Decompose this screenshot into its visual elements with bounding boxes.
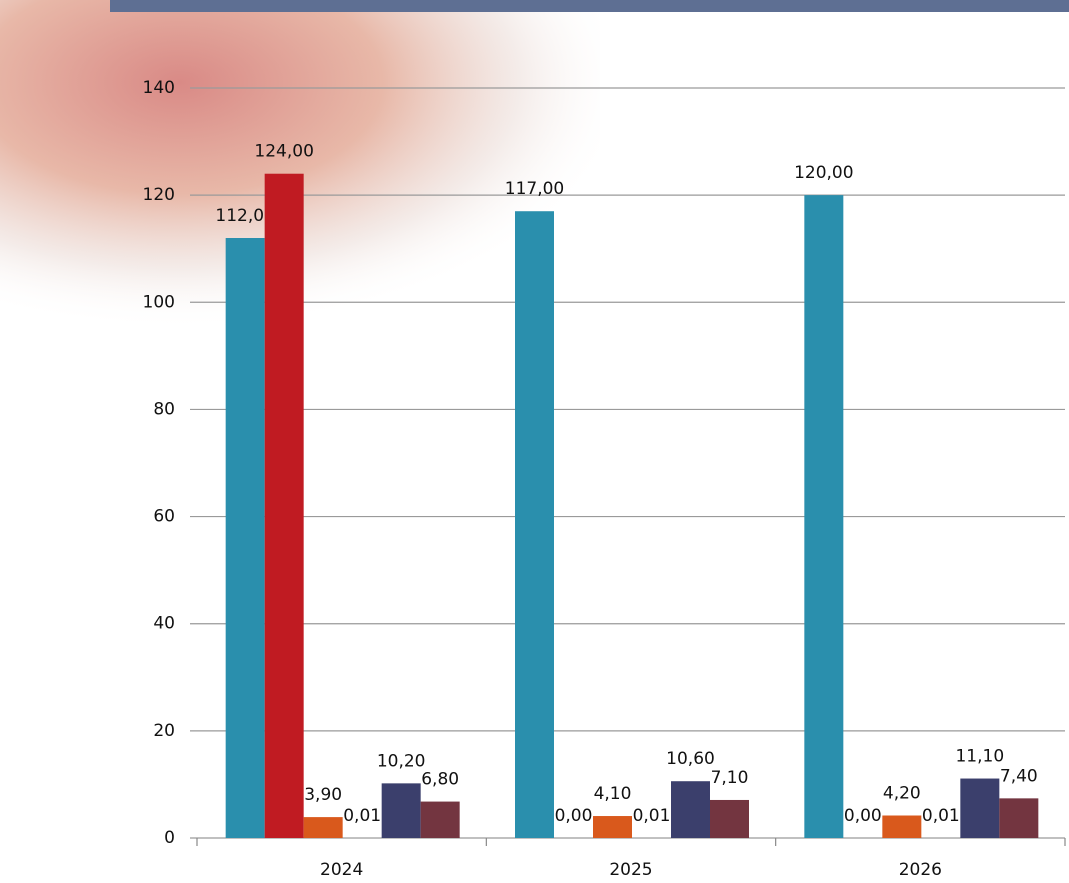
data-label: 0,01	[343, 806, 381, 826]
bar	[804, 195, 843, 838]
data-label: 0,00	[844, 806, 882, 826]
bar	[515, 211, 554, 838]
chart: 0204060801001201402024112,00124,003,900,…	[0, 0, 1069, 879]
bar	[960, 779, 999, 838]
y-tick-label: 140	[143, 78, 175, 98]
y-tick-label: 120	[143, 185, 175, 205]
data-label: 10,20	[377, 751, 426, 771]
bar	[304, 817, 343, 838]
data-label: 3,90	[304, 785, 342, 805]
data-label: 117,00	[505, 179, 564, 199]
data-label: 120,00	[794, 163, 853, 183]
y-tick-label: 20	[153, 721, 175, 741]
data-label: 7,40	[1000, 766, 1038, 786]
x-tick-label: 2024	[320, 860, 363, 879]
data-label: 0,00	[555, 806, 593, 826]
bar	[882, 816, 921, 839]
bar	[999, 798, 1038, 838]
data-label: 4,20	[883, 784, 921, 804]
header-strip	[110, 0, 1069, 12]
bar	[421, 802, 460, 838]
x-tick-label: 2025	[609, 860, 652, 879]
data-label: 4,10	[594, 784, 632, 804]
data-label: 0,01	[922, 806, 960, 826]
data-label: 7,10	[711, 768, 749, 788]
data-label: 11,10	[955, 747, 1004, 767]
y-tick-label: 40	[153, 614, 175, 634]
bar	[265, 174, 304, 838]
data-label: 10,60	[666, 749, 715, 769]
data-label: 6,80	[421, 770, 459, 790]
x-tick-label: 2026	[899, 860, 942, 879]
y-tick-label: 0	[164, 828, 175, 848]
data-label: 0,01	[633, 806, 671, 826]
bar	[593, 816, 632, 838]
page: {"chart_data": {"type": "bar", "categori…	[0, 0, 1069, 883]
y-tick-label: 100	[143, 292, 175, 312]
y-tick-label: 60	[153, 507, 175, 527]
bar	[226, 238, 265, 838]
bar	[671, 781, 710, 838]
bar	[710, 800, 749, 838]
bar	[382, 783, 421, 838]
data-label: 124,00	[254, 142, 313, 162]
y-tick-label: 80	[153, 399, 175, 419]
